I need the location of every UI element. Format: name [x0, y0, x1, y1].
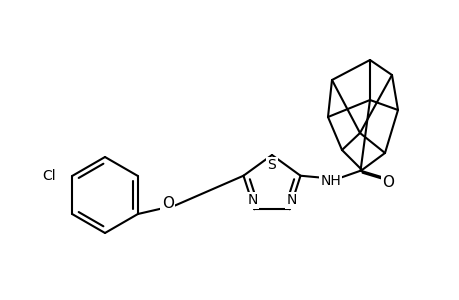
Text: O: O — [162, 196, 174, 211]
Text: Cl: Cl — [42, 169, 56, 183]
Text: N: N — [246, 193, 257, 207]
Text: S: S — [267, 158, 276, 172]
Text: NH: NH — [319, 174, 340, 188]
Text: N: N — [286, 193, 296, 207]
Text: O: O — [382, 175, 394, 190]
